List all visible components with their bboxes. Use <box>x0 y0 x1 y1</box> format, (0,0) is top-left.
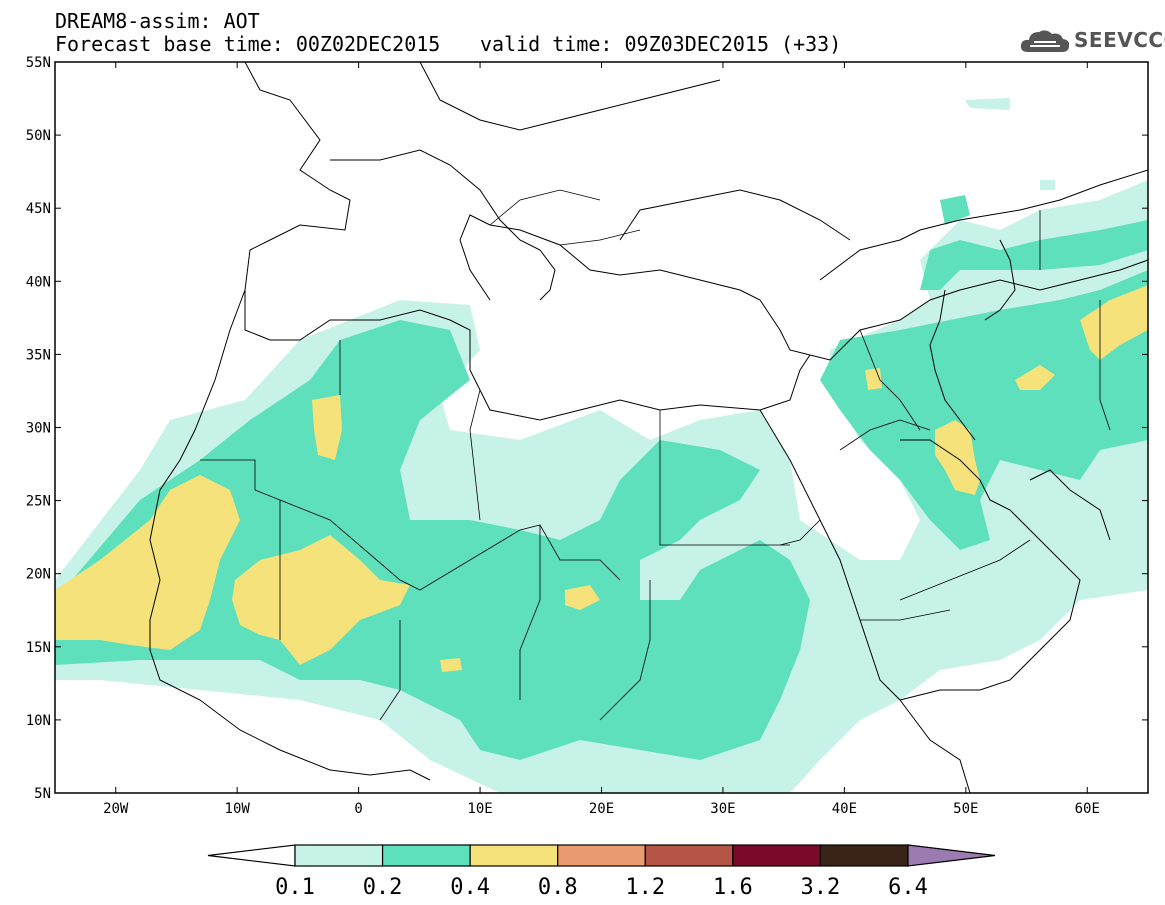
cloud-icon <box>1020 30 1070 52</box>
coastlines <box>149 62 1148 793</box>
lat-label: 55N <box>26 55 51 71</box>
country-borders <box>200 189 1111 721</box>
lat-label: 15N <box>26 640 51 656</box>
lat-label: 25N <box>26 494 51 510</box>
forecast-base-time: Forecast base time: 00Z02DEC2015 <box>55 32 441 56</box>
lon-label: 60E <box>1075 801 1100 817</box>
aot-band-0.4 <box>55 285 1148 672</box>
aot-shading <box>55 98 1148 793</box>
lon-label: 20E <box>589 801 614 817</box>
map-title: DREAM8-assim: AOT <box>55 9 260 33</box>
lon-label: 0 <box>354 801 362 817</box>
lon-label: 30E <box>710 801 735 817</box>
lon-label: 10E <box>467 801 492 817</box>
lon-label: 10W <box>225 801 251 817</box>
latitude-axis: 55N 50N 45N 40N 35N 30N 25N 20N 15N 10N 5N <box>26 55 1148 802</box>
lat-label: 40N <box>26 274 51 290</box>
seevccc-logo: SEEVCCC <box>1018 22 1165 58</box>
lat-label: 35N <box>26 347 51 363</box>
valid-time: valid time: 09Z03DEC2015 (+33) <box>480 32 842 56</box>
aot-band-0.2 <box>55 195 1148 760</box>
logo-text: SEEVCCC <box>1074 28 1165 52</box>
lat-label: 30N <box>26 421 51 437</box>
lat-label: 10N <box>26 713 51 729</box>
lat-label: 45N <box>26 201 51 217</box>
lat-label: 50N <box>26 128 51 144</box>
lat-label: 20N <box>26 567 51 583</box>
longitude-axis: 20W 10W 0 10E 20E 30E 40E 50E 60E <box>103 62 1100 817</box>
lon-label: 50E <box>953 801 978 817</box>
lon-label: 40E <box>832 801 857 817</box>
lat-label: 5N <box>34 786 51 802</box>
lon-label: 20W <box>103 801 129 817</box>
